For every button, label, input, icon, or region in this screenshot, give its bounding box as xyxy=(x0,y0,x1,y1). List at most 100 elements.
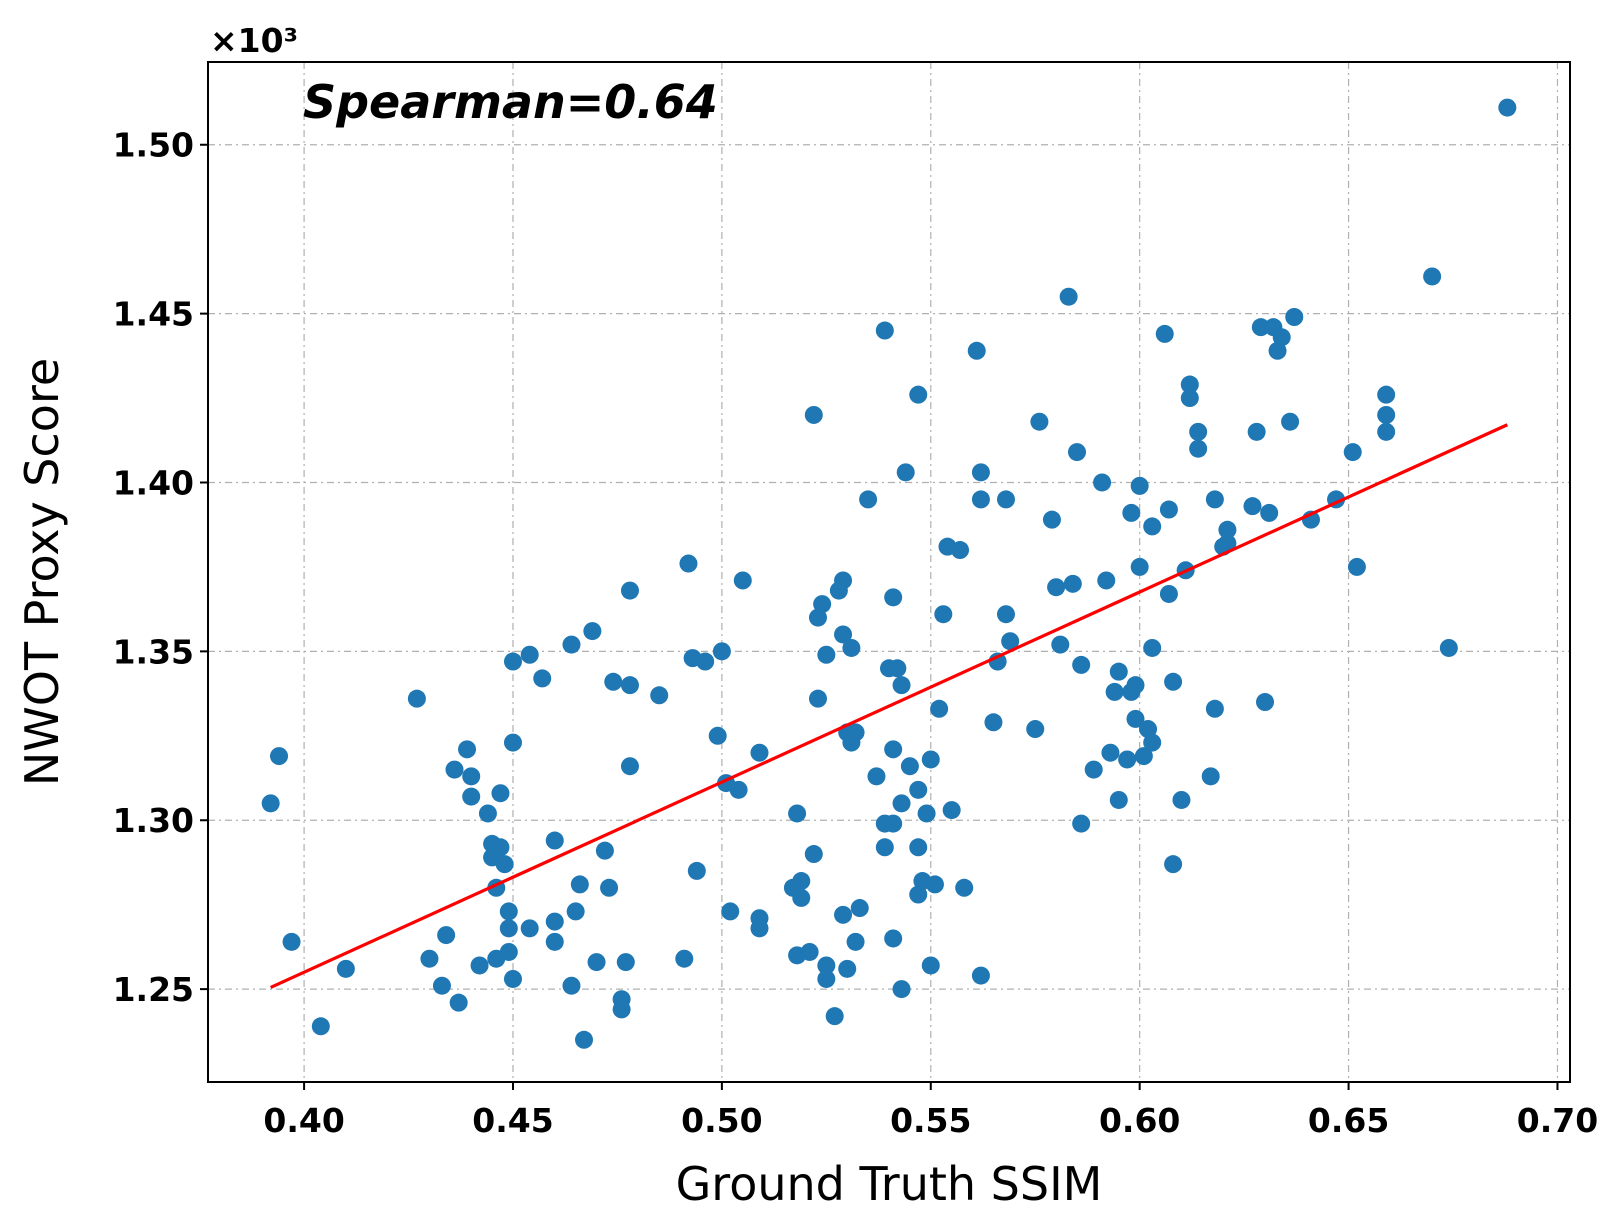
data-point xyxy=(834,905,853,924)
data-point xyxy=(575,1030,594,1049)
data-point xyxy=(896,463,915,482)
data-point xyxy=(520,645,539,664)
data-point xyxy=(595,841,614,860)
y-tick-label: 1.25 xyxy=(113,970,194,1009)
data-point xyxy=(788,804,807,823)
data-point xyxy=(432,976,451,995)
data-point xyxy=(1101,743,1120,762)
data-point xyxy=(696,652,715,671)
data-point xyxy=(1159,584,1178,603)
data-point xyxy=(1026,720,1045,739)
y-offset-label: ×10³ xyxy=(210,21,298,60)
data-point xyxy=(1180,389,1199,408)
data-point xyxy=(1377,405,1396,424)
data-point xyxy=(971,463,990,482)
data-point xyxy=(1139,720,1158,739)
data-point xyxy=(499,919,518,938)
data-point xyxy=(934,605,953,624)
data-point xyxy=(503,733,522,752)
data-point xyxy=(1084,760,1103,779)
data-point xyxy=(892,794,911,813)
spearman-annotation: Spearman=0.64 xyxy=(303,75,718,129)
data-point xyxy=(942,801,961,820)
data-point xyxy=(600,878,619,897)
y-axis-title: NWOT Proxy Score xyxy=(15,358,69,786)
data-point xyxy=(813,595,832,614)
data-point xyxy=(1256,693,1275,712)
data-point xyxy=(834,625,853,644)
data-point xyxy=(1105,682,1124,701)
data-point xyxy=(729,780,748,799)
data-point xyxy=(825,1007,844,1026)
data-point xyxy=(1164,855,1183,874)
data-point xyxy=(1423,267,1442,286)
data-point xyxy=(1143,517,1162,536)
data-point xyxy=(817,645,836,664)
data-point xyxy=(1498,98,1517,117)
data-point xyxy=(679,554,698,573)
data-point xyxy=(491,838,510,857)
data-point xyxy=(1201,767,1220,786)
x-tick-label: 0.65 xyxy=(1308,1101,1389,1140)
y-tick-label: 1.45 xyxy=(113,295,194,334)
data-point xyxy=(533,669,552,688)
data-point xyxy=(817,969,836,988)
data-point xyxy=(499,902,518,921)
data-point xyxy=(955,878,974,897)
data-point xyxy=(261,794,280,813)
data-point xyxy=(583,622,602,641)
data-point xyxy=(838,959,857,978)
data-point xyxy=(1180,375,1199,394)
data-point xyxy=(499,942,518,961)
data-point xyxy=(1097,571,1116,590)
data-point xyxy=(712,642,731,661)
grid-lines xyxy=(208,62,1570,1082)
data-point xyxy=(850,899,869,918)
data-point xyxy=(971,966,990,985)
y-tick-label: 1.30 xyxy=(113,801,194,840)
data-point xyxy=(1243,497,1262,516)
data-point xyxy=(1205,699,1224,718)
data-point xyxy=(1072,655,1091,674)
x-axis-ticks: 0.40 0.45 0.50 0.55 0.60 0.65 0.70 xyxy=(263,1082,1598,1140)
data-point xyxy=(996,605,1015,624)
data-point xyxy=(846,932,865,951)
data-point xyxy=(921,750,940,769)
data-point xyxy=(1063,574,1082,593)
data-point xyxy=(1134,747,1153,766)
data-point xyxy=(1155,324,1174,343)
data-point xyxy=(336,959,355,978)
data-point xyxy=(620,757,639,776)
data-point xyxy=(1189,439,1208,458)
data-point xyxy=(1072,814,1091,833)
data-point xyxy=(1051,635,1070,654)
data-point xyxy=(884,740,903,759)
data-point xyxy=(1343,443,1362,462)
data-point xyxy=(1347,557,1366,576)
data-point xyxy=(445,760,464,779)
data-point xyxy=(311,1017,330,1036)
data-point xyxy=(1377,385,1396,404)
data-point xyxy=(1189,422,1208,441)
data-point xyxy=(1251,318,1270,337)
data-point xyxy=(1285,308,1304,326)
x-tick-label: 0.40 xyxy=(263,1101,344,1140)
x-axis-title: Ground Truth SSIM xyxy=(676,1157,1103,1211)
data-point xyxy=(1093,473,1112,492)
data-point xyxy=(1122,503,1141,522)
data-point xyxy=(834,571,853,590)
data-point xyxy=(1118,750,1137,769)
data-point xyxy=(951,541,970,560)
data-point xyxy=(545,912,564,931)
data-point xyxy=(909,780,928,799)
data-point xyxy=(1126,676,1145,695)
data-point xyxy=(616,953,635,972)
data-point xyxy=(562,635,581,654)
data-point xyxy=(721,902,740,921)
data-point xyxy=(800,942,819,961)
data-point xyxy=(875,321,894,340)
data-point xyxy=(1130,476,1149,495)
x-tick-label: 0.50 xyxy=(681,1101,762,1140)
data-point xyxy=(1130,557,1149,576)
